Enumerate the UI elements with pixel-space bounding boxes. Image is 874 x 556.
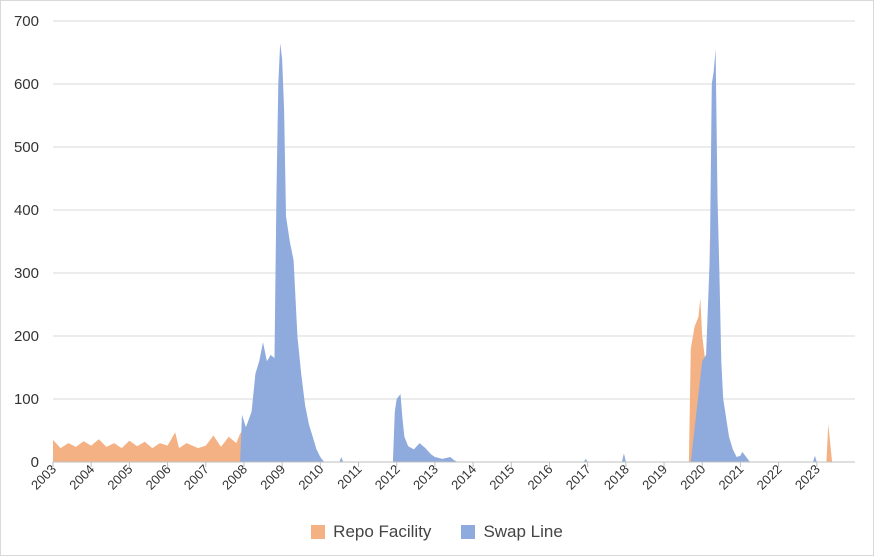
x-tick-label: 2022 [754,462,785,493]
y-tick-label: 300 [14,265,39,282]
legend-swatch-repo [311,525,326,539]
legend-item-repo-facility: Repo Facility [311,522,431,542]
legend: Repo Facility Swap Line [0,522,874,542]
x-tick-label: 2021 [715,462,746,493]
x-tick-label: 2023 [792,462,823,493]
legend-swatch-swap [461,525,476,539]
x-tick-label: 2015 [486,462,517,493]
series-area-repo-facility [53,238,855,462]
x-tick-label: 2019 [639,462,670,493]
legend-item-swap-line: Swap Line [461,522,563,542]
x-tick-label: 2020 [677,462,708,493]
legend-label-repo: Repo Facility [333,522,432,541]
y-axis-ticks: 0 100 200 300 400 500 600 700 [14,13,39,471]
y-tick-label: 400 [14,202,39,219]
series-areas [53,43,855,462]
x-tick-label: 2008 [219,462,250,493]
x-tick-label: 2012 [372,462,403,493]
x-tick-label: 2011 [334,462,364,492]
y-tick-label: 200 [14,328,39,345]
x-axis-ticks: 2003 2004 2005 2006 2007 2008 2009 2010 2011 2012… [28,462,823,493]
x-tick-label: 2004 [66,462,97,493]
y-tick-label: 0 [31,454,39,471]
y-tick-label: 700 [14,13,39,30]
gridlines [53,20,855,400]
x-tick-label: 2005 [104,462,135,493]
x-tick-label: 2013 [410,462,441,493]
y-tick-label: 100 [14,391,39,408]
x-tick-label: 2010 [295,462,326,493]
x-tick-label: 2017 [563,462,594,493]
x-tick-label: 2018 [601,462,632,493]
y-tick-label: 500 [14,139,39,156]
x-tick-label: 2006 [143,462,174,493]
y-tick-label: 600 [14,76,39,93]
x-tick-label: 2007 [181,462,212,493]
legend-label-swap: Swap Line [483,522,563,541]
x-tick-label: 2016 [525,462,556,493]
x-tick-label: 2014 [448,462,479,493]
x-tick-label: 2009 [257,462,288,493]
